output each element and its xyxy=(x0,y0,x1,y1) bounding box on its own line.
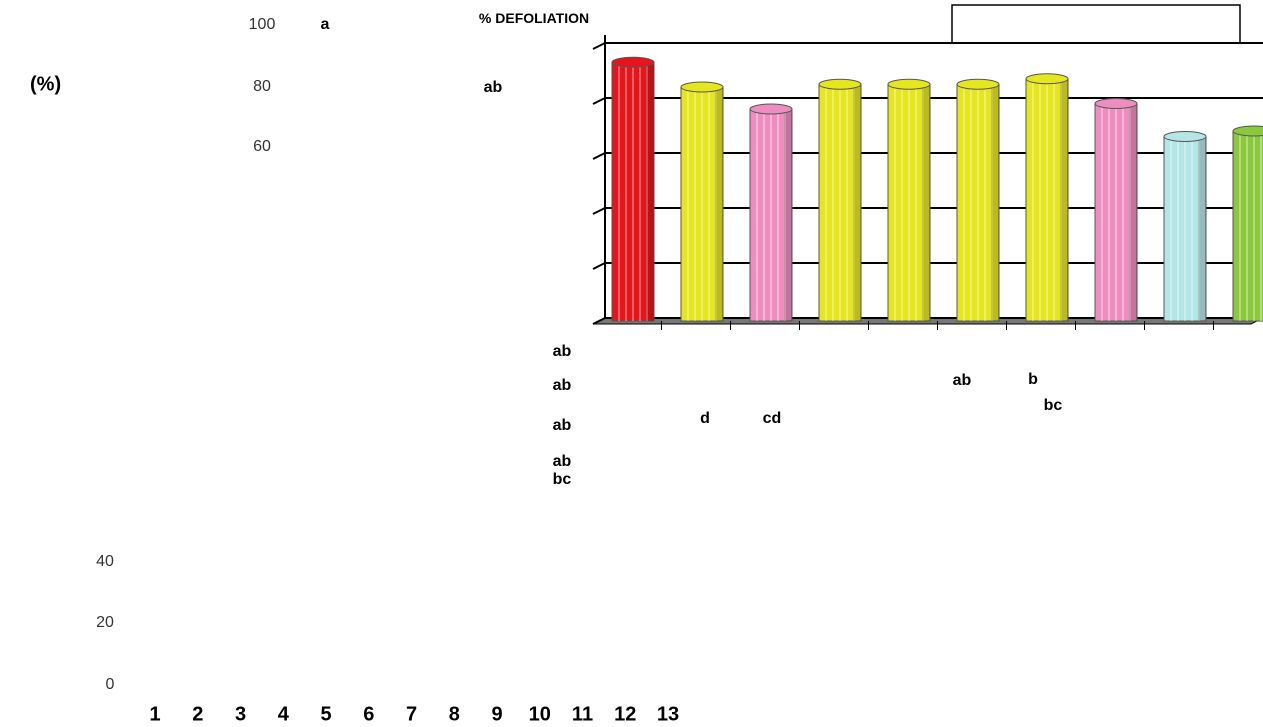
bar-edge xyxy=(922,84,930,321)
bar-edge xyxy=(784,109,792,321)
y-tick-label: 40 xyxy=(96,553,114,570)
x-tick-label: 2 xyxy=(192,703,203,725)
bar-edge xyxy=(646,62,654,321)
y-tick-label: 60 xyxy=(253,138,271,155)
bar-cap xyxy=(818,78,862,90)
grid-line-depth xyxy=(592,152,606,160)
y-axis-label: (%) xyxy=(30,73,61,95)
x-tick-label: 8 xyxy=(449,703,460,725)
annotation: bc xyxy=(1044,397,1063,414)
legend-box xyxy=(951,4,1241,44)
grid-line-depth xyxy=(592,97,606,105)
annotation: bc xyxy=(553,471,572,488)
grid-line-depth xyxy=(592,42,606,50)
bar xyxy=(818,83,862,322)
bar xyxy=(749,108,793,322)
bar-cap xyxy=(1232,125,1263,137)
annotation: d xyxy=(700,410,710,427)
x-tick-label: 4 xyxy=(278,703,290,725)
grid-line-depth xyxy=(592,262,606,270)
x-tick-label: 7 xyxy=(406,703,417,725)
x-tick-label: 13 xyxy=(657,703,679,725)
bar-cap xyxy=(887,78,931,90)
x-tick-label: 3 xyxy=(235,703,246,725)
x-tick-label: 5 xyxy=(320,703,331,725)
bar-edge xyxy=(991,84,999,321)
x-tick-label: 9 xyxy=(491,703,502,725)
annotation: a xyxy=(321,16,330,33)
y-tick-label: 80 xyxy=(253,78,271,95)
bar xyxy=(1094,103,1138,322)
annotation: ab xyxy=(484,79,503,96)
x-tick-label: 12 xyxy=(614,703,636,725)
bar-cap xyxy=(611,56,655,68)
x-tick-label: 10 xyxy=(529,703,551,725)
annotation: ab xyxy=(553,453,572,470)
bar-cap xyxy=(956,78,1000,90)
annotation: cd xyxy=(763,410,782,427)
bar-edge xyxy=(853,84,861,321)
y-tick-label: 20 xyxy=(96,614,114,631)
bar xyxy=(1232,130,1263,322)
annotation: ab xyxy=(953,372,972,389)
y-tick-label: 100 xyxy=(249,16,276,33)
x-tick-label: 11 xyxy=(572,703,593,725)
annotation: b xyxy=(1028,371,1038,388)
bar-edge xyxy=(1060,78,1068,321)
bar-edge xyxy=(1129,103,1137,321)
annotation: ab xyxy=(553,343,572,360)
bar xyxy=(887,83,931,322)
bar xyxy=(680,86,724,322)
x-tick-label: 1 xyxy=(149,703,160,725)
x-tick-label: 6 xyxy=(363,703,374,725)
bar-edge xyxy=(715,87,723,321)
y-tick-label: 0 xyxy=(106,676,115,693)
bar xyxy=(611,61,655,322)
bar-cap xyxy=(680,81,724,93)
bar-cap xyxy=(1163,131,1207,142)
bar xyxy=(1025,78,1069,322)
annotation: ab xyxy=(553,377,572,394)
chart-title: % DEFOLIATION xyxy=(478,10,590,26)
grid-line-depth xyxy=(592,207,606,215)
bar-cap xyxy=(1025,73,1069,85)
bar-cap xyxy=(749,103,793,115)
bar-edge xyxy=(1198,136,1206,321)
bar xyxy=(1163,136,1207,322)
annotation: ab xyxy=(553,417,572,434)
bar-cap xyxy=(1094,98,1138,109)
grid-line-depth xyxy=(592,317,606,325)
